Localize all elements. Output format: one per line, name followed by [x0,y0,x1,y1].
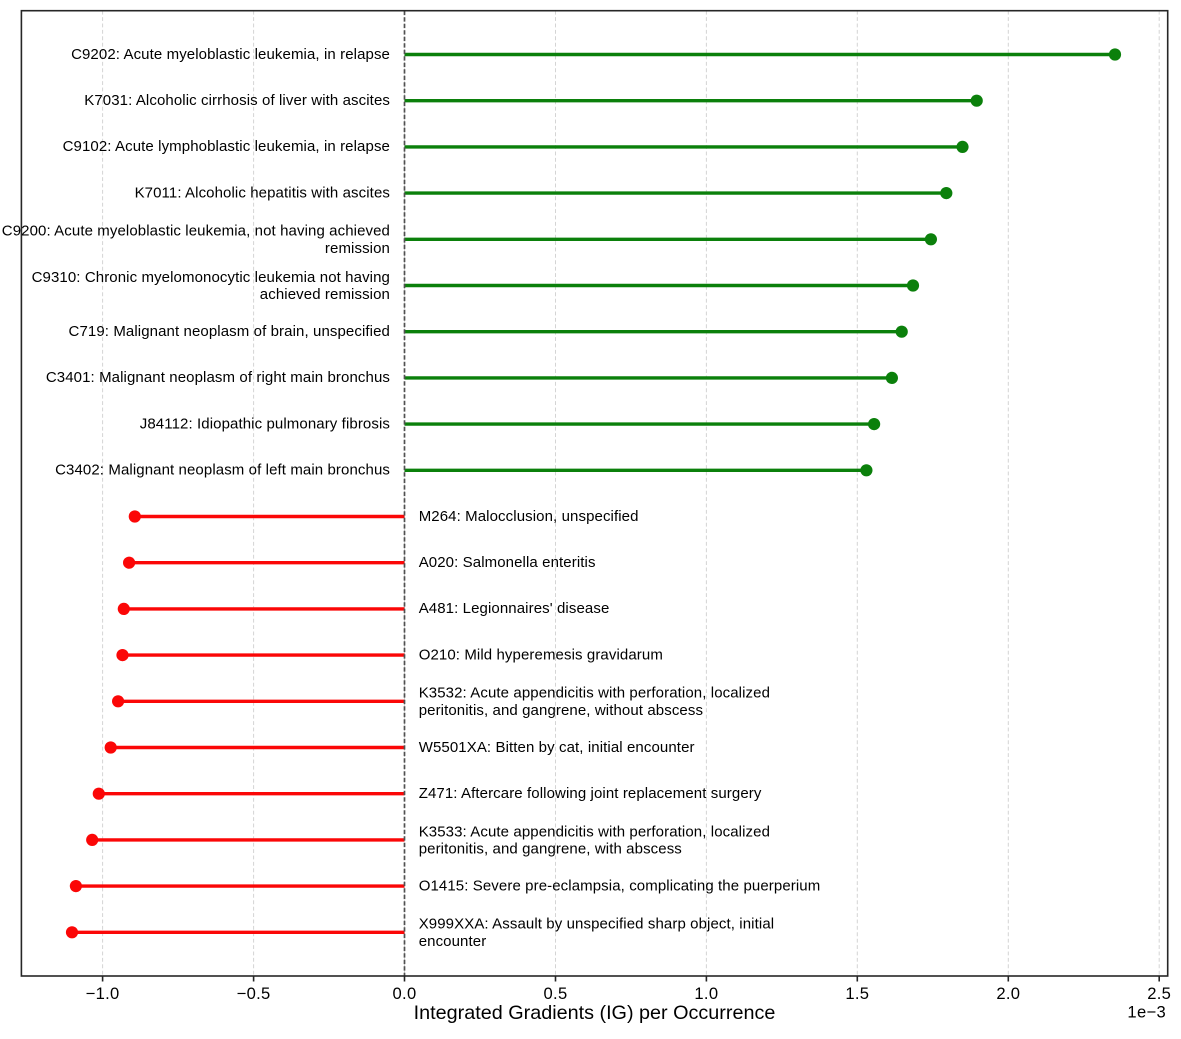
svg-text:C9202: Acute myeloblastic leuk: C9202: Acute myeloblastic leukemia, in r… [71,46,390,63]
svg-text:0.0: 0.0 [393,984,417,1003]
svg-text:J84112: Idiopathic pulmonary f: J84112: Idiopathic pulmonary fibrosis [140,415,390,432]
svg-text:O210: Mild hyperemesis gravida: O210: Mild hyperemesis gravidarum [419,646,663,663]
svg-text:C9310: Chronic myelomonocytic: C9310: Chronic myelomonocytic leukemia n… [32,269,390,303]
svg-text:2.5: 2.5 [1147,984,1171,1003]
svg-text:Z471: Aftercare following join: Z471: Aftercare following joint replacem… [419,785,762,802]
svg-text:C3402: Malignant neoplasm of l: C3402: Malignant neoplasm of left main b… [55,462,390,479]
svg-text:0.5: 0.5 [544,984,568,1003]
svg-text:A481: Legionnaires' disease: A481: Legionnaires' disease [419,600,610,617]
svg-text:1.0: 1.0 [694,984,718,1003]
svg-text:1.5: 1.5 [845,984,869,1003]
svg-text:K3532: Acute appendicitis with: K3532: Acute appendicitis with perforati… [419,685,770,719]
svg-text:−0.5: −0.5 [237,984,271,1003]
svg-text:O1415: Severe pre-eclampsia, c: O1415: Severe pre-eclampsia, complicatin… [419,877,821,894]
svg-text:C9102: Acute lymphoblastic leu: C9102: Acute lymphoblastic leukemia, in … [63,138,390,155]
svg-text:1e−3: 1e−3 [1127,1002,1166,1021]
svg-text:K3533: Acute appendicitis with: K3533: Acute appendicitis with perforati… [419,823,770,857]
svg-text:K7031: Alcoholic cirrhosis of: K7031: Alcoholic cirrhosis of liver with… [84,92,390,109]
svg-text:−1.0: −1.0 [86,984,120,1003]
svg-text:A020: Salmonella enteritis: A020: Salmonella enteritis [419,554,596,571]
svg-text:Integrated Gradients (IG) per: Integrated Gradients (IG) per Occurrence [414,1002,776,1024]
svg-text:C719: Malignant neoplasm of br: C719: Malignant neoplasm of brain, unspe… [69,323,390,340]
svg-text:X999XXA: Assault by unspecifie: X999XXA: Assault by unspecified sharp ob… [419,916,775,950]
svg-text:K7011: Alcoholic hepatitis wit: K7011: Alcoholic hepatitis with ascites [135,184,390,201]
svg-text:W5501XA: Bitten by cat, initia: W5501XA: Bitten by cat, initial encounte… [419,739,695,756]
svg-text:C3401: Malignant neoplasm of r: C3401: Malignant neoplasm of right main … [46,369,390,386]
svg-text:C9200: Acute myeloblastic leuk: C9200: Acute myeloblastic leukemia, not … [2,223,390,257]
svg-text:2.0: 2.0 [996,984,1020,1003]
svg-text:M264: Malocclusion, unspecifie: M264: Malocclusion, unspecified [419,508,639,525]
